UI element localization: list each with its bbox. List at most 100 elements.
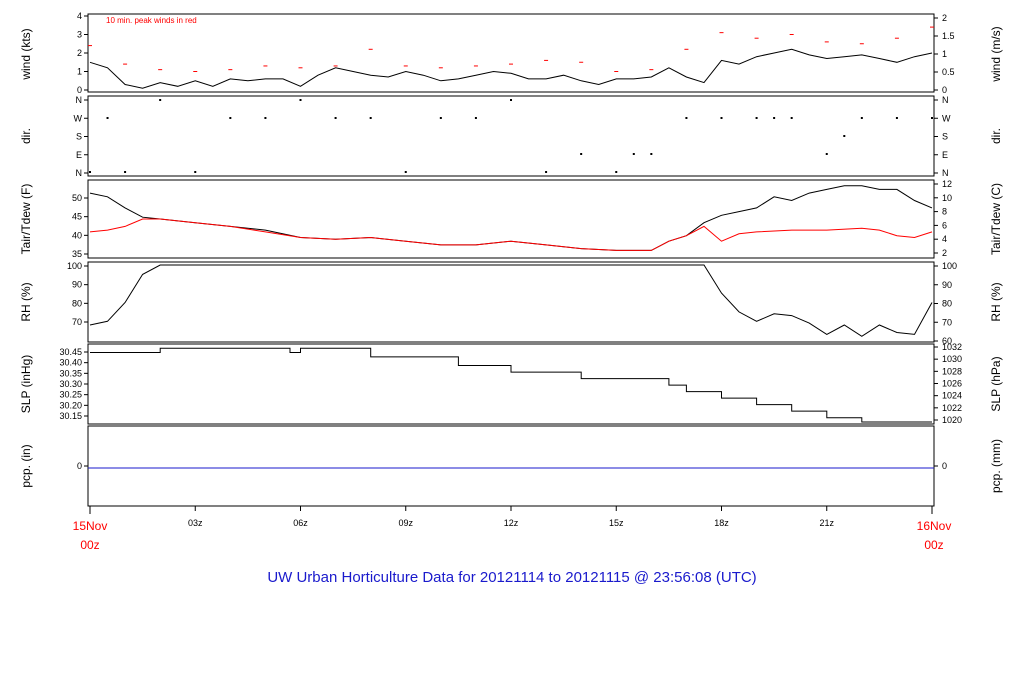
slp-right-tick-label: 1022	[942, 403, 962, 413]
temp-left-tick-label: 35	[72, 249, 82, 259]
dir-point	[632, 153, 635, 155]
slp-left-tick-label: 30.30	[59, 379, 82, 389]
wind-panel-frame	[87, 13, 935, 93]
temp-right-tick-label: 2	[942, 248, 947, 258]
wind-left-tick-label: 4	[77, 11, 82, 21]
dir-panel-frame	[87, 95, 935, 177]
wind-right-tick-label: 1	[942, 49, 947, 59]
slp-left-tick-label: 30.20	[59, 400, 82, 410]
rh-right-tick-label: 90	[942, 280, 952, 290]
dir-right-label: dir.	[989, 128, 1003, 144]
dir-point	[124, 171, 127, 173]
pcp-right-label: pcp. (mm)	[989, 439, 1003, 493]
time-tick-label: 21z	[819, 518, 834, 528]
dir-right-tick-label: W	[942, 113, 951, 123]
dir-left-tick-label: E	[76, 150, 82, 160]
slp-left-tick-label: 30.15	[59, 411, 82, 421]
dir-point	[650, 153, 653, 155]
tdew-line	[89, 218, 933, 251]
dir-point	[159, 99, 162, 101]
pcp-right-tick-label: 0	[942, 461, 947, 471]
dir-point	[790, 117, 793, 119]
slp-left-tick-label: 30.40	[59, 358, 82, 368]
wind-left-tick-label: 1	[77, 67, 82, 77]
slp-right-tick-label: 1030	[942, 354, 962, 364]
wind-right-label: wind (m/s)	[989, 26, 1003, 82]
pcp-left-tick-label: 0	[77, 461, 82, 471]
rh-right-tick-label: 80	[942, 299, 952, 309]
dir-point	[299, 99, 302, 101]
dir-point	[439, 117, 442, 119]
time-tick-label: 15z	[609, 518, 624, 528]
dir-point	[895, 117, 898, 119]
slp-right-tick-label: 1032	[942, 342, 962, 352]
rh-right-tick-label: 100	[942, 261, 957, 271]
dir-right-tick-label: N	[942, 95, 949, 105]
dir-left-tick-label: N	[76, 95, 83, 105]
dir-point	[510, 99, 512, 101]
time-tick-label: 09z	[398, 518, 413, 528]
dir-point	[720, 117, 723, 119]
rh-line	[89, 264, 933, 337]
slp-right-tick-label: 1028	[942, 366, 962, 376]
slp-left-tick-label: 30.25	[59, 390, 82, 400]
temp-right-tick-label: 10	[942, 193, 952, 203]
rh-left-label: RH (%)	[19, 282, 33, 321]
dir-point	[545, 171, 548, 173]
rh-right-tick-label: 60	[942, 336, 952, 346]
slp-left-label: SLP (inHg)	[19, 355, 33, 413]
wind-speed-line	[89, 48, 933, 89]
temp-right-tick-label: 4	[942, 234, 947, 244]
wind-right-tick-label: 2	[942, 13, 947, 23]
dir-point	[615, 171, 618, 173]
dir-point	[106, 117, 109, 119]
wind-right-tick-label: 0.5	[942, 67, 955, 77]
tick-labels: 0123400.511.52NESWNNESWN3540455024681012…	[59, 11, 962, 528]
tair-line	[89, 185, 933, 251]
dir-point	[264, 117, 267, 119]
temp-panel-frame	[87, 179, 935, 259]
chart-title: UW Urban Horticulture Data for 20121114 …	[267, 569, 756, 586]
wind-left-tick-label: 0	[77, 85, 82, 95]
dir-point	[773, 117, 776, 119]
dir-left-tick-label: S	[76, 132, 82, 142]
rh-left-tick-label: 80	[72, 298, 82, 308]
dir-point	[229, 117, 232, 119]
rh-left-tick-label: 100	[67, 261, 82, 271]
slp-right-tick-label: 1024	[942, 391, 962, 401]
dir-right-tick-label: E	[942, 150, 948, 160]
dir-point	[843, 135, 846, 137]
temp-right-label: Tair/Tdew (C)	[989, 183, 1003, 255]
x-end-date: 16Nov	[917, 519, 952, 533]
temp-left-tick-label: 50	[72, 193, 82, 203]
dir-right-tick-label: S	[942, 132, 948, 142]
wind-right-tick-label: 0	[942, 85, 947, 95]
temp-left-tick-label: 45	[72, 212, 82, 222]
temp-right-tick-label: 12	[942, 179, 952, 189]
dir-point	[755, 117, 758, 119]
dir-point	[334, 117, 337, 119]
slp-left-tick-label: 30.45	[59, 347, 82, 357]
dir-left-tick-label: N	[76, 168, 83, 178]
wind-left-label: wind (kts)	[19, 28, 33, 80]
x-end-time: 00z	[924, 538, 943, 552]
pcp-panel-frame	[87, 425, 935, 507]
rh-right-label: RH (%)	[989, 282, 1003, 321]
slp-right-label: SLP (hPa)	[989, 356, 1003, 411]
dir-point	[860, 117, 863, 119]
dir-point	[474, 117, 477, 119]
time-tick-label: 18z	[714, 518, 729, 528]
dir-point	[685, 117, 688, 119]
temp-left-label: Tair/Tdew (F)	[19, 184, 33, 255]
wind-peak-note: 10 min. peak winds in red	[106, 16, 197, 25]
slp-line	[90, 347, 932, 423]
x-start-date: 15Nov	[73, 519, 108, 533]
dir-point	[89, 171, 91, 173]
dir-point	[369, 117, 372, 119]
slp-right-tick-label: 1026	[942, 379, 962, 389]
temp-left-tick-label: 40	[72, 230, 82, 240]
time-tick-label: 06z	[293, 518, 308, 528]
rh-left-tick-label: 70	[72, 317, 82, 327]
temp-right-tick-label: 8	[942, 207, 947, 217]
